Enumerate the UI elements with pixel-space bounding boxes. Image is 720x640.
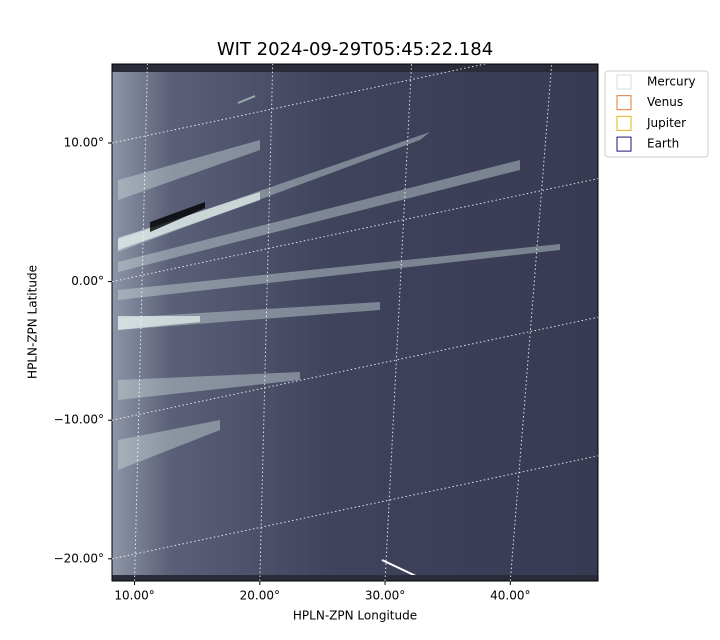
axes-frame: [111, 63, 599, 582]
grid-line: [112, 455, 598, 560]
grid-line: [384, 64, 413, 581]
y-tick-label: 10.00°: [64, 136, 104, 150]
image: [112, 64, 598, 581]
grid-line: [509, 64, 553, 581]
legend: Mercury Venus Jupiter Earth: [604, 70, 709, 158]
y-tick-label: 0.00°: [71, 274, 104, 288]
grid-line: [259, 64, 274, 581]
y-axis-label: HPLN-ZPN Latitude: [26, 265, 40, 379]
x-axis-label: HPLN-ZPN Longitude: [293, 609, 417, 623]
legend-swatch: [616, 115, 632, 131]
y-tick-label: −20.00°: [54, 551, 104, 565]
chart-title: WIT 2024-09-29T05:45:22.184: [217, 39, 493, 60]
legend-label: Venus: [647, 95, 683, 109]
legend-swatch: [616, 95, 632, 111]
grid: [112, 64, 598, 581]
grid-line: [112, 64, 488, 144]
x-tick-label: 30.00°: [365, 589, 405, 603]
x-tick-label: 20.00°: [240, 589, 280, 603]
legend-swatch: [616, 74, 632, 90]
grid-line: [112, 178, 598, 283]
legend-label: Jupiter: [646, 116, 686, 130]
x-tick-label: 10.00°: [114, 589, 154, 603]
legend-label: Earth: [647, 137, 679, 151]
legend-label: Mercury: [647, 75, 696, 89]
legend-frame: [604, 70, 709, 158]
grid-line: [112, 316, 598, 421]
grid-line: [134, 64, 148, 581]
x-tick-label: 40.00°: [490, 589, 530, 603]
legend-swatch: [616, 136, 632, 152]
y-tick-label: −10.00°: [54, 413, 104, 427]
